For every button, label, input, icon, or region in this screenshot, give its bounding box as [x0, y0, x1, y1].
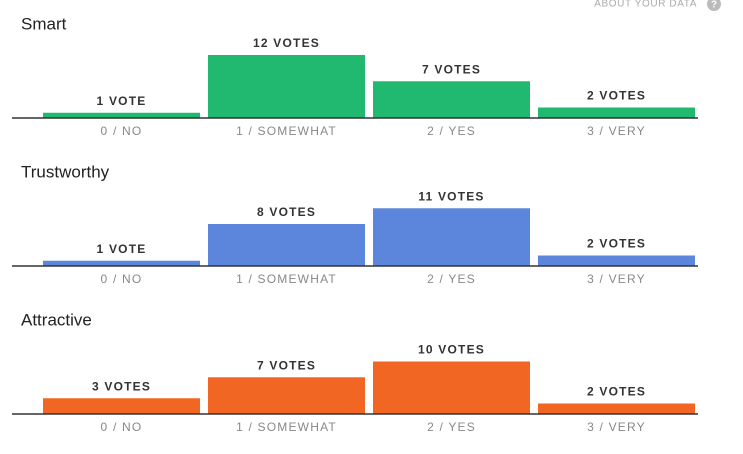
chart-title: Trustworthy [21, 162, 110, 181]
bar [43, 112, 200, 118]
value-label: 2 VOTES [587, 89, 646, 103]
category-label: 3 / VERY [587, 124, 646, 138]
category-label: 0 / NO [101, 272, 143, 286]
value-label: 2 VOTES [587, 237, 646, 251]
bar [43, 398, 200, 414]
bar [208, 55, 365, 118]
bar [538, 403, 695, 414]
value-label: 3 VOTES [92, 379, 151, 393]
help-icon-glyph: ? [711, 0, 717, 11]
category-label: 1 / SOMEWHAT [236, 272, 337, 286]
value-label: 2 VOTES [587, 385, 646, 399]
bar [373, 361, 530, 414]
category-label: 2 / YES [427, 124, 476, 138]
value-label: 10 VOTES [418, 343, 485, 357]
chart-title: Smart [21, 14, 67, 33]
bar [43, 260, 200, 266]
category-label: 1 / SOMEWHAT [236, 420, 337, 434]
chart-title: Attractive [21, 310, 92, 329]
bar [538, 255, 695, 266]
value-label: 1 VOTE [97, 94, 147, 108]
category-label: 0 / NO [101, 124, 143, 138]
category-label: 0 / NO [101, 420, 143, 434]
category-label: 3 / VERY [587, 272, 646, 286]
value-label: 11 VOTES [418, 189, 484, 203]
value-label: 1 VOTE [97, 242, 147, 256]
value-label: 7 VOTES [257, 358, 316, 372]
category-label: 2 / YES [427, 272, 476, 286]
bar [538, 107, 695, 118]
bar [208, 224, 365, 266]
category-label: 2 / YES [427, 420, 476, 434]
bar [373, 81, 530, 118]
value-label: 8 VOTES [257, 205, 316, 219]
value-label: 12 VOTES [253, 36, 320, 50]
bar [373, 208, 530, 266]
about-data-link[interactable]: ABOUT YOUR DATA [594, 0, 697, 10]
category-label: 1 / SOMEWHAT [236, 124, 337, 138]
help-icon[interactable] [707, 0, 721, 11]
value-label: 7 VOTES [422, 62, 481, 76]
category-label: 3 / VERY [587, 420, 646, 434]
bar [208, 377, 365, 414]
